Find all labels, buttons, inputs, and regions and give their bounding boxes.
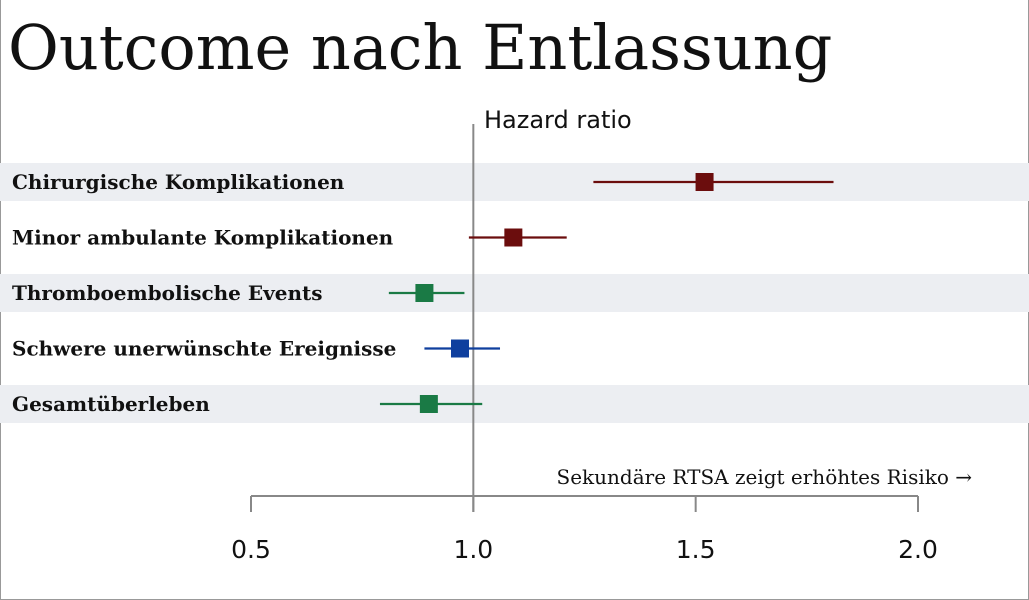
- chart-title: Outcome nach Entlassung: [8, 11, 833, 84]
- row-label: Thromboembolische Events: [12, 281, 323, 305]
- row-bands: [0, 163, 1029, 423]
- forest-rows: Chirurgische Komplikationen Minor ambulan…: [12, 170, 834, 416]
- hazard-ratio-point: [450, 339, 469, 358]
- row-band: [0, 274, 1029, 312]
- risk-annotation: Sekundäre RTSA zeigt erhöhtes Risiko →: [557, 465, 973, 489]
- forest-row: Thromboembolische Events: [12, 281, 465, 305]
- forest-row: Chirurgische Komplikationen: [12, 170, 834, 194]
- hazard-ratio-point: [419, 395, 438, 413]
- row-band: [0, 163, 1029, 201]
- x-axis: 0.5 1.0 1.5 2.0: [231, 495, 938, 564]
- hazard-ratio-point: [415, 284, 434, 302]
- row-label: Schwere unerwünschte Ereignisse: [12, 337, 396, 361]
- axis-title: Hazard ratio: [484, 106, 632, 134]
- row-label: Gesamtüberleben: [12, 392, 210, 416]
- x-tick-label: 2.0: [898, 535, 938, 564]
- x-tick-label: 1.0: [453, 535, 493, 564]
- x-tick-label: 1.5: [676, 535, 716, 564]
- hazard-ratio-point: [695, 173, 714, 191]
- row-band: [0, 385, 1029, 423]
- row-label: Minor ambulante Komplikationen: [12, 226, 394, 250]
- forest-row: Minor ambulante Komplikationen: [12, 226, 567, 250]
- row-label: Chirurgische Komplikationen: [12, 170, 345, 194]
- forest-row: Schwere unerwünschte Ereignisse: [12, 337, 501, 361]
- forest-row: Gesamtüberleben: [12, 392, 483, 416]
- hazard-ratio-point: [504, 228, 523, 247]
- x-tick-label: 0.5: [231, 535, 271, 564]
